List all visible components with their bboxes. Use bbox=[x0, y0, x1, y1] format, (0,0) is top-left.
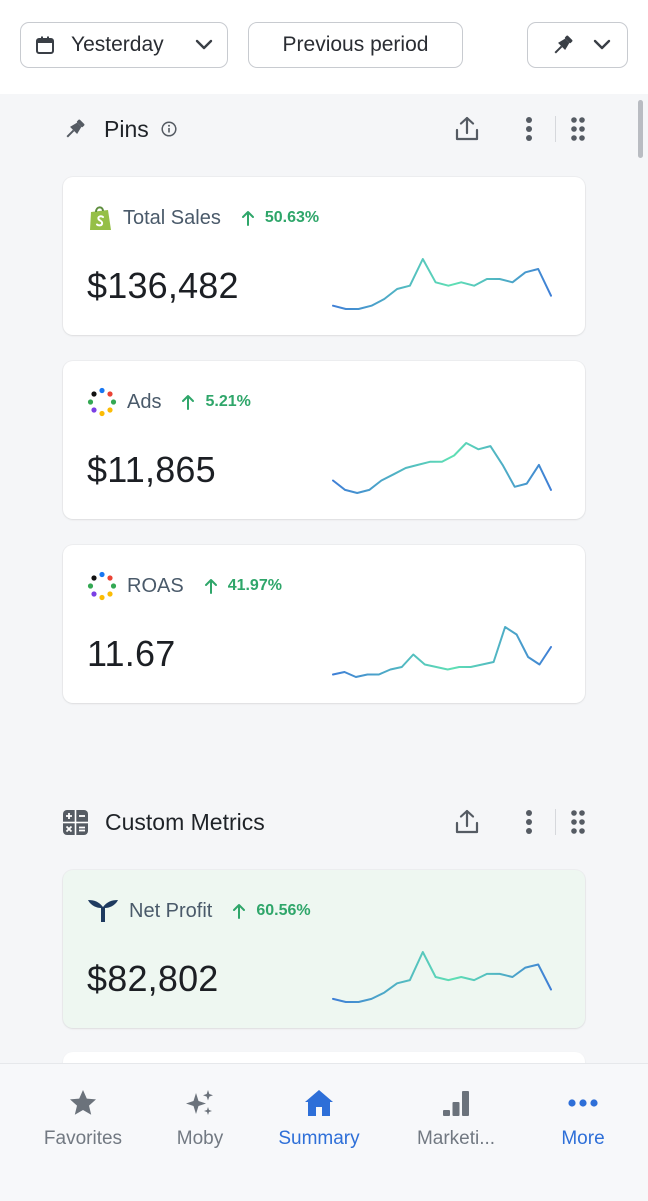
metric-label: Net Profit bbox=[129, 899, 213, 922]
delta-value: 5.21% bbox=[205, 393, 251, 410]
pins-section-header: Pins bbox=[62, 109, 586, 149]
tab-summary[interactable]: Summary bbox=[259, 1086, 379, 1150]
sparkline bbox=[332, 951, 552, 1003]
arrow-up-icon bbox=[233, 904, 246, 919]
dots-ring-icon bbox=[87, 571, 117, 601]
share-icon bbox=[455, 809, 478, 834]
sparkline bbox=[332, 258, 552, 310]
calculator-icon bbox=[63, 809, 88, 835]
compare-period-button[interactable]: Previous period bbox=[248, 22, 463, 68]
sparkline-series bbox=[332, 626, 552, 678]
card-header: Ads 5.21% bbox=[87, 387, 251, 417]
drag-handle[interactable] bbox=[570, 116, 586, 142]
date-range-label: Yesterday bbox=[71, 33, 164, 56]
metric-card-ads[interactable]: Ads 5.21% $11,865 bbox=[63, 361, 585, 519]
divider bbox=[554, 809, 556, 835]
delta-badge: 5.21% bbox=[181, 393, 251, 411]
delta-badge: 60.56% bbox=[232, 902, 311, 920]
delta-value: 50.63% bbox=[264, 209, 320, 226]
metric-card-total-sales[interactable]: Total Sales 50.63% $136,482 bbox=[63, 177, 585, 335]
sparkline bbox=[332, 626, 552, 678]
delta-value: 60.56% bbox=[256, 902, 311, 919]
sparkline bbox=[332, 442, 552, 494]
shopify-icon bbox=[90, 206, 111, 230]
tab-moby[interactable]: Moby bbox=[140, 1086, 260, 1150]
delta-badge: 50.63% bbox=[241, 209, 319, 227]
star-icon bbox=[70, 1090, 96, 1115]
divider bbox=[554, 116, 556, 142]
tab-more[interactable]: More bbox=[523, 1086, 643, 1150]
pin-icon bbox=[66, 119, 85, 138]
chevron-down-icon bbox=[195, 39, 213, 50]
date-range-button[interactable]: Yesterday bbox=[20, 22, 228, 68]
delta-badge: 41.97% bbox=[204, 577, 282, 595]
drag-grip-icon bbox=[571, 810, 585, 834]
metric-value: 11.67 bbox=[87, 633, 176, 674]
card-header: Total Sales 50.63% bbox=[87, 203, 319, 233]
tab-label: Moby bbox=[176, 1128, 224, 1149]
metric-label: Ads bbox=[127, 390, 162, 413]
compare-period-label: Previous period bbox=[282, 33, 429, 56]
sparkline-series bbox=[332, 442, 552, 494]
tab-label: Marketi... bbox=[416, 1128, 496, 1149]
pin-icon bbox=[554, 35, 573, 54]
pin-menu-button[interactable] bbox=[527, 22, 628, 68]
delta-value: 41.97% bbox=[227, 577, 282, 594]
dots-ring-icon bbox=[87, 387, 117, 417]
tab-label: More bbox=[561, 1128, 605, 1149]
sparkles-icon bbox=[186, 1090, 213, 1115]
bottom-tab-bar: Favorites Moby Summary Marketi... bbox=[0, 1063, 648, 1201]
section-title: Custom Metrics bbox=[105, 808, 265, 835]
share-button[interactable] bbox=[453, 808, 481, 836]
tab-label: Summary bbox=[278, 1128, 360, 1149]
section-actions bbox=[453, 802, 587, 842]
bar-chart-icon bbox=[443, 1091, 469, 1116]
kebab-icon bbox=[525, 117, 532, 141]
metric-label: ROAS bbox=[127, 574, 184, 597]
metric-value: $136,482 bbox=[87, 265, 239, 306]
sparkline-series bbox=[332, 258, 552, 310]
ellipsis-icon bbox=[568, 1099, 598, 1107]
drag-handle[interactable] bbox=[570, 809, 586, 835]
more-options-button[interactable] bbox=[525, 809, 533, 835]
metric-card-roas[interactable]: ROAS 41.97% 11.67 bbox=[63, 545, 585, 703]
home-icon bbox=[305, 1090, 333, 1116]
metric-value: $11,865 bbox=[87, 449, 216, 490]
more-options-button[interactable] bbox=[525, 116, 533, 142]
custom-metrics-section-header: Custom Metrics bbox=[62, 802, 586, 842]
tab-marketing[interactable]: Marketi... bbox=[396, 1086, 516, 1150]
metric-card-net-profit[interactable]: Net Profit 60.56% $82,802 bbox=[63, 870, 585, 1028]
share-button[interactable] bbox=[453, 115, 481, 143]
metric-value: $82,802 bbox=[87, 958, 219, 999]
drag-grip-icon bbox=[571, 117, 585, 141]
top-toolbar: Yesterday Previous period bbox=[0, 0, 648, 94]
kebab-icon bbox=[525, 810, 532, 834]
arrow-up-icon bbox=[204, 579, 217, 594]
chevron-down-icon bbox=[593, 39, 611, 50]
scrollbar[interactable] bbox=[638, 100, 643, 158]
section-actions bbox=[453, 109, 587, 149]
tab-label: Favorites bbox=[43, 1128, 123, 1149]
metric-label: Total Sales bbox=[123, 206, 221, 229]
card-header: Net Profit 60.56% bbox=[87, 896, 311, 926]
sparkline-series bbox=[332, 951, 552, 1003]
arrow-up-icon bbox=[241, 211, 254, 226]
triple-whale-icon bbox=[88, 900, 118, 922]
arrow-up-icon bbox=[182, 395, 195, 410]
section-title: Pins bbox=[104, 115, 149, 142]
share-icon bbox=[455, 116, 478, 141]
calendar-icon bbox=[36, 36, 54, 54]
info-icon[interactable] bbox=[161, 121, 177, 137]
card-header: ROAS 41.97% bbox=[87, 571, 282, 601]
tab-favorites[interactable]: Favorites bbox=[23, 1086, 143, 1150]
